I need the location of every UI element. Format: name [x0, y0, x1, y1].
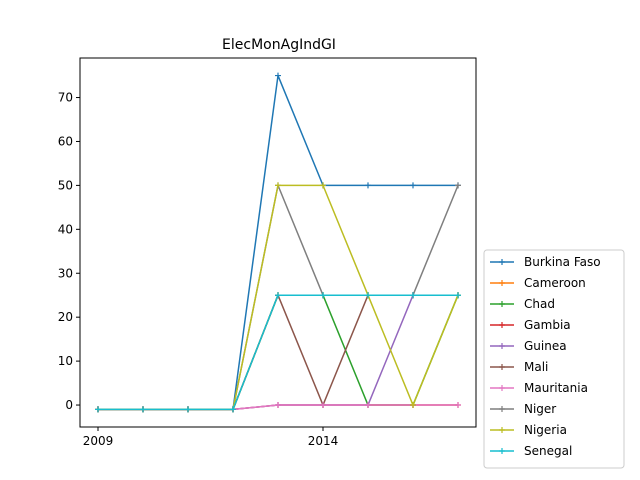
x-tick-label: 2009	[83, 434, 114, 448]
legend-label: Niger	[524, 402, 556, 416]
series-line	[98, 294, 458, 411]
y-tick-label: 70	[58, 91, 73, 105]
legend-box	[483, 249, 625, 469]
legend: Burkina Faso Cameroon Chad Gambia Guinea Mali…	[483, 249, 625, 469]
legend-label: Nigeria	[524, 423, 567, 437]
series-line	[98, 294, 458, 411]
data-point	[185, 406, 191, 413]
y-tick-label: 60	[58, 134, 73, 148]
legend-item: Nigeria	[490, 423, 567, 437]
x-axis: 2009 2014	[83, 427, 339, 448]
data-point	[95, 406, 101, 413]
legend-marker	[499, 427, 505, 433]
legend-label: Mauritania	[524, 381, 588, 395]
data-point	[275, 72, 281, 79]
chart-title: ElecMonAgIndGI	[222, 37, 336, 53]
legend-marker	[499, 301, 505, 307]
data-point	[230, 406, 236, 413]
legend-label: Gambia	[524, 318, 571, 332]
legend-item: Mali	[490, 360, 548, 374]
y-tick-label: 40	[58, 222, 73, 236]
legend-label: Cameroon	[524, 276, 586, 290]
data-point	[275, 402, 281, 409]
legend-marker	[499, 385, 505, 391]
legend-label: Burkina Faso	[524, 255, 601, 269]
data-point	[140, 406, 146, 413]
data-point	[365, 182, 371, 189]
data-point	[455, 292, 461, 299]
legend-item: Burkina Faso	[490, 255, 601, 269]
data-point	[320, 182, 326, 189]
series-line	[98, 294, 458, 411]
data-point	[320, 292, 326, 299]
series-mauritania	[95, 402, 461, 413]
legend-marker	[499, 448, 505, 454]
legend-label: Senegal	[524, 444, 572, 458]
legend-item: Senegal	[490, 444, 572, 458]
legend-label: Mali	[524, 360, 548, 374]
legend-item: Cameroon	[490, 276, 586, 290]
data-point	[365, 402, 371, 409]
y-tick-label: 0	[65, 398, 73, 412]
data-point	[455, 402, 461, 409]
data-point	[410, 402, 416, 409]
y-tick-label: 20	[58, 310, 73, 324]
legend-item: Gambia	[490, 318, 571, 332]
data-point	[455, 182, 461, 189]
y-tick-label: 10	[58, 354, 73, 368]
plot-lines	[95, 72, 461, 413]
legend-item: Niger	[490, 402, 556, 416]
legend-marker	[499, 322, 505, 328]
legend-marker	[499, 280, 505, 286]
series-line	[98, 294, 459, 411]
legend-label: Chad	[524, 297, 555, 311]
data-point	[365, 292, 371, 299]
data-point	[275, 182, 281, 189]
data-point	[320, 402, 326, 409]
series-burkina-faso	[95, 72, 461, 413]
y-tick-label: 50	[58, 178, 73, 192]
plot-frame	[79, 57, 477, 428]
data-point	[410, 182, 416, 189]
series-senegal	[95, 292, 461, 413]
series-line	[98, 74, 458, 411]
y-tick-label: 30	[58, 266, 73, 280]
legend-item: Guinea	[490, 339, 567, 353]
y-axis: 0 10 20 30 40 50 60 70	[58, 91, 80, 412]
legend-item: Mauritania	[490, 381, 588, 395]
legend-marker	[499, 406, 505, 412]
series-line	[98, 294, 458, 411]
series-guinea	[95, 292, 461, 413]
legend-marker	[499, 259, 505, 265]
legend-marker	[499, 343, 505, 349]
data-point	[275, 292, 281, 299]
x-tick-label: 2014	[308, 434, 339, 448]
legend-label: Guinea	[524, 339, 567, 353]
data-point	[410, 292, 416, 299]
legend-item: Chad	[490, 297, 555, 311]
legend-marker	[499, 364, 505, 370]
